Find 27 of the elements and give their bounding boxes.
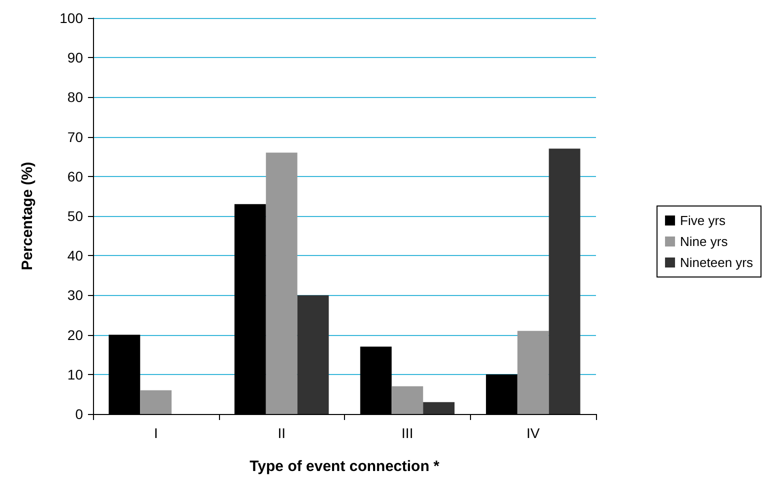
x-tick-label: I bbox=[154, 425, 158, 441]
x-axis-title: Type of event connection * bbox=[250, 458, 440, 475]
y-tick-label: 10 bbox=[67, 366, 84, 382]
bar bbox=[517, 330, 549, 414]
y-tick-label: 40 bbox=[67, 248, 84, 264]
x-tick-label: IV bbox=[526, 425, 540, 441]
y-tick-label: 0 bbox=[75, 406, 84, 422]
y-tick-label: 70 bbox=[67, 128, 84, 145]
y-tick-label: 100 bbox=[60, 10, 84, 26]
bar bbox=[266, 152, 298, 414]
legend-label: Nineteen yrs bbox=[680, 255, 754, 270]
y-tick-label: 90 bbox=[67, 50, 84, 66]
bar bbox=[392, 386, 424, 414]
bar bbox=[548, 148, 580, 414]
y-tick-label: 50 bbox=[67, 208, 84, 224]
x-tick-label: II bbox=[278, 425, 286, 441]
y-axis-title: Percentage (%) bbox=[19, 162, 36, 270]
y-tick-label: 60 bbox=[67, 168, 84, 184]
bar bbox=[297, 295, 329, 414]
legend-label: Nine yrs bbox=[680, 234, 728, 249]
legend-label: Five yrs bbox=[680, 213, 726, 228]
x-tick-label: III bbox=[402, 425, 414, 441]
y-tick-label: 80 bbox=[67, 89, 84, 106]
y-tick-label: 30 bbox=[67, 287, 84, 304]
y-tick-label: 20 bbox=[67, 326, 84, 343]
bar bbox=[423, 402, 455, 414]
bar bbox=[140, 390, 172, 414]
